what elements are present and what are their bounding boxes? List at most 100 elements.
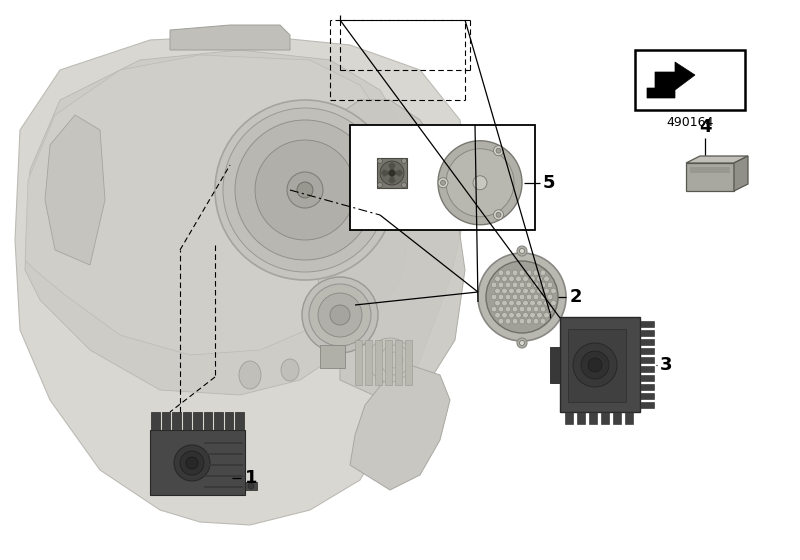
- Circle shape: [235, 120, 375, 260]
- Text: 490164: 490164: [666, 115, 714, 128]
- Bar: [690, 167, 730, 173]
- Bar: [640, 348, 654, 354]
- Polygon shape: [381, 169, 392, 177]
- Circle shape: [496, 212, 501, 217]
- Text: 2: 2: [570, 288, 582, 306]
- Bar: [577, 412, 585, 424]
- Circle shape: [491, 306, 497, 312]
- Bar: [182, 412, 191, 430]
- Bar: [560, 317, 640, 412]
- Circle shape: [540, 319, 546, 324]
- Bar: [162, 412, 170, 430]
- Text: 1: 1: [245, 469, 258, 487]
- Circle shape: [537, 300, 542, 306]
- Circle shape: [512, 306, 518, 312]
- Bar: [613, 412, 621, 424]
- Circle shape: [498, 270, 504, 276]
- Circle shape: [498, 282, 504, 288]
- Bar: [365, 340, 372, 385]
- Circle shape: [522, 276, 528, 282]
- Bar: [377, 158, 407, 188]
- Circle shape: [223, 108, 387, 272]
- Bar: [172, 412, 181, 430]
- Bar: [385, 340, 392, 385]
- Circle shape: [506, 270, 511, 276]
- Circle shape: [186, 457, 198, 469]
- Circle shape: [494, 288, 500, 294]
- Text: 4: 4: [698, 118, 711, 136]
- Circle shape: [522, 300, 528, 306]
- Circle shape: [402, 183, 406, 188]
- Circle shape: [544, 312, 550, 318]
- Bar: [350, 125, 535, 230]
- Circle shape: [438, 178, 448, 188]
- Circle shape: [506, 319, 511, 324]
- Circle shape: [519, 270, 525, 276]
- Bar: [686, 163, 734, 191]
- Circle shape: [544, 300, 550, 306]
- Circle shape: [512, 294, 518, 300]
- Circle shape: [588, 358, 602, 372]
- Polygon shape: [15, 35, 468, 525]
- Polygon shape: [734, 156, 748, 191]
- Circle shape: [550, 300, 556, 306]
- Circle shape: [581, 351, 609, 379]
- Circle shape: [530, 300, 535, 306]
- Bar: [640, 321, 654, 327]
- Circle shape: [516, 288, 522, 294]
- Circle shape: [180, 451, 204, 475]
- Bar: [640, 357, 654, 363]
- Bar: [214, 412, 223, 430]
- Bar: [640, 393, 654, 399]
- Bar: [589, 412, 597, 424]
- Ellipse shape: [281, 359, 299, 381]
- Polygon shape: [647, 62, 695, 98]
- Circle shape: [540, 306, 546, 312]
- Circle shape: [550, 288, 556, 294]
- Circle shape: [537, 312, 542, 318]
- Bar: [565, 412, 573, 424]
- Polygon shape: [305, 100, 465, 405]
- Circle shape: [309, 284, 371, 346]
- Text: 3: 3: [660, 356, 673, 374]
- Circle shape: [502, 276, 507, 282]
- Circle shape: [506, 282, 511, 288]
- Bar: [235, 412, 244, 430]
- Circle shape: [519, 319, 525, 324]
- Circle shape: [509, 288, 514, 294]
- Text: 5: 5: [543, 174, 555, 192]
- Circle shape: [509, 276, 514, 282]
- Circle shape: [380, 345, 410, 375]
- Circle shape: [544, 288, 550, 294]
- Bar: [635, 50, 745, 110]
- Circle shape: [389, 170, 395, 176]
- Circle shape: [522, 312, 528, 318]
- Circle shape: [494, 300, 500, 306]
- Circle shape: [547, 294, 553, 300]
- Circle shape: [519, 306, 525, 312]
- Circle shape: [573, 343, 617, 387]
- Circle shape: [526, 294, 532, 300]
- Circle shape: [547, 306, 553, 312]
- Circle shape: [526, 282, 532, 288]
- Circle shape: [380, 161, 404, 185]
- Bar: [640, 384, 654, 390]
- Circle shape: [537, 276, 542, 282]
- Circle shape: [486, 261, 558, 333]
- Circle shape: [441, 180, 446, 185]
- Bar: [550, 347, 560, 383]
- Bar: [245, 482, 257, 490]
- Circle shape: [509, 300, 514, 306]
- Circle shape: [498, 306, 504, 312]
- Circle shape: [502, 288, 507, 294]
- Bar: [568, 329, 626, 402]
- Circle shape: [496, 148, 501, 153]
- Bar: [194, 412, 202, 430]
- Circle shape: [438, 141, 522, 225]
- Circle shape: [494, 276, 500, 282]
- Circle shape: [215, 100, 395, 280]
- Polygon shape: [170, 25, 290, 50]
- Circle shape: [534, 306, 539, 312]
- Bar: [640, 402, 654, 408]
- Circle shape: [512, 282, 518, 288]
